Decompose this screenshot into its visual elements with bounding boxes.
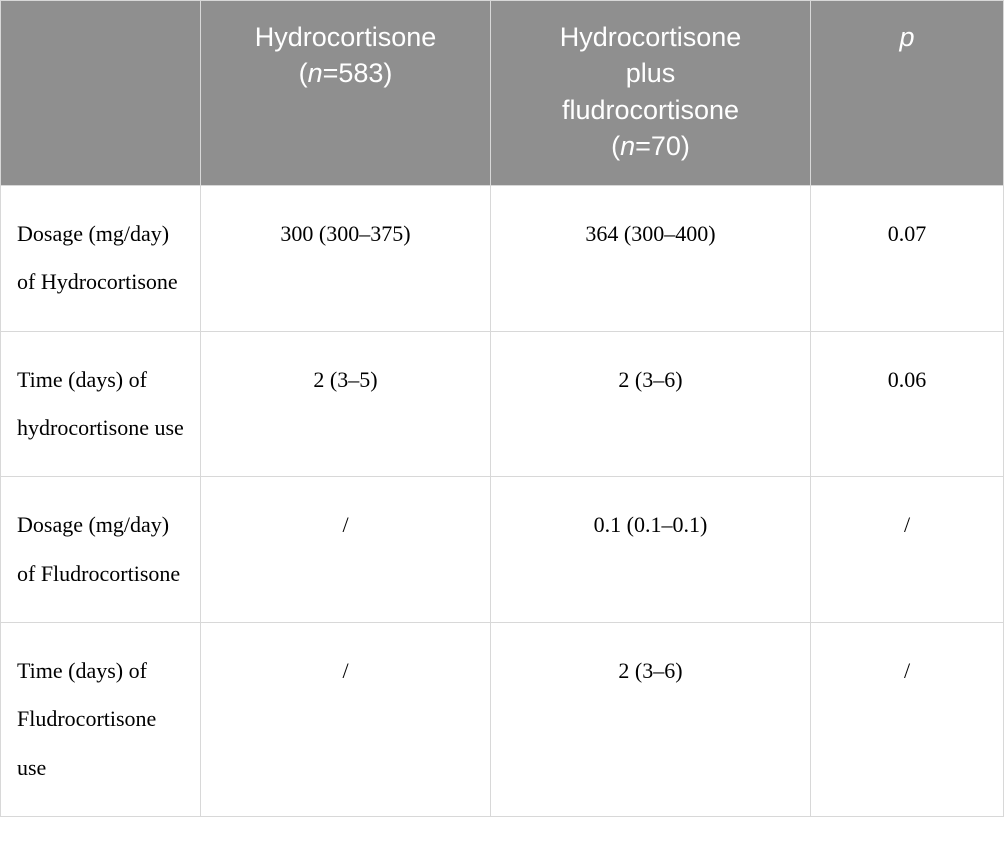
table-header-row: Hydrocortisone (n=583) Hydrocortisone pl… [1,1,1004,186]
row-val-c3: 0.06 [811,331,1004,477]
row-label: Dosage (mg/day) of Hydrocortisone [1,185,201,331]
header-p-value: p [811,1,1004,186]
row-val-c1: / [201,623,491,817]
header-col2-line2: plus [626,58,676,88]
row-label: Time (days) of Fludrocortisone use [1,623,201,817]
row-val-c1: 300 (300–375) [201,185,491,331]
row-val-c1: / [201,477,491,623]
header-hydrocortisone: Hydrocortisone (n=583) [201,1,491,186]
row-val-c2: 2 (3–6) [491,623,811,817]
header-col1-line1: Hydrocortisone [255,22,437,52]
row-val-c3: / [811,623,1004,817]
header-col2-line3: fludrocortisone [562,95,739,125]
header-col2-n-value: =70 [635,131,681,161]
header-col1-n-label: n [308,58,323,88]
medication-table: Hydrocortisone (n=583) Hydrocortisone pl… [0,0,1004,817]
row-label: Dosage (mg/day) of Fludrocortisone [1,477,201,623]
table-row: Time (days) of Fludrocortisone use / 2 (… [1,623,1004,817]
row-label: Time (days) of hydrocortisone use [1,331,201,477]
table-row: Dosage (mg/day) of Hydrocortisone 300 (3… [1,185,1004,331]
header-blank [1,1,201,186]
row-val-c2: 364 (300–400) [491,185,811,331]
row-val-c1: 2 (3–5) [201,331,491,477]
row-val-c2: 0.1 (0.1–0.1) [491,477,811,623]
table-row: Time (days) of hydrocortisone use 2 (3–5… [1,331,1004,477]
header-col2-n-label: n [620,131,635,161]
table-row: Dosage (mg/day) of Fludrocortisone / 0.1… [1,477,1004,623]
header-hydrocortisone-plus-fludrocortisone: Hydrocortisone plus fludrocortisone (n=7… [491,1,811,186]
header-col2-line1: Hydrocortisone [560,22,742,52]
row-val-c3: 0.07 [811,185,1004,331]
row-val-c2: 2 (3–6) [491,331,811,477]
header-p-label: p [899,22,914,52]
row-val-c3: / [811,477,1004,623]
header-col1-n-value: =583 [323,58,384,88]
